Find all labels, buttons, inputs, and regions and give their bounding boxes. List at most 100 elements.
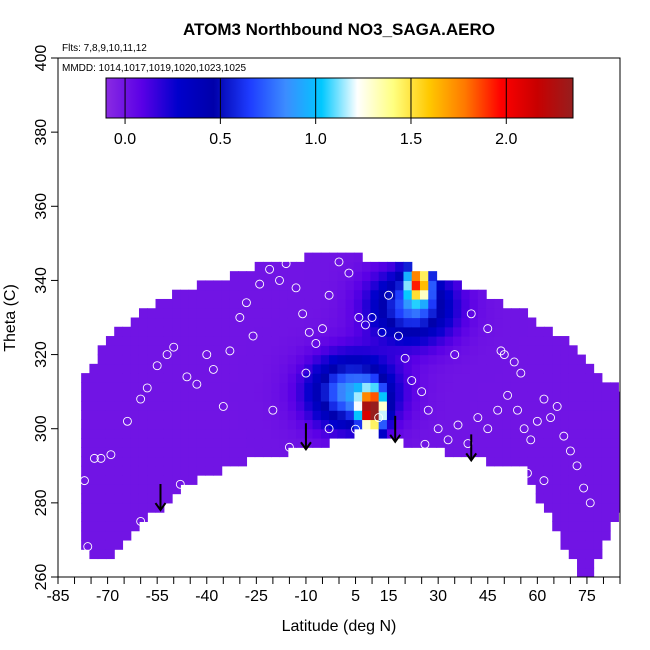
heat-cell: [461, 336, 471, 346]
heat-cell: [205, 456, 214, 467]
heat-cell: [296, 410, 305, 421]
heat-cell: [188, 289, 198, 300]
heat-cell: [221, 410, 231, 421]
heat-cell: [345, 336, 355, 346]
heat-cell: [89, 447, 99, 458]
heat-cell: [428, 419, 438, 430]
heat-cell: [238, 456, 248, 467]
heat-cell: [362, 317, 372, 328]
heat-cell: [535, 373, 545, 383]
heat-cell: [436, 437, 446, 448]
heat-cell: [89, 400, 99, 411]
heat-cell: [105, 475, 115, 485]
sample-point: [284, 442, 294, 452]
heat-cell: [172, 465, 181, 476]
sample-point: [122, 416, 132, 426]
heat-cell: [345, 317, 355, 328]
heat-cell: [403, 437, 413, 448]
heat-cell: [519, 410, 529, 421]
heat-cell: [560, 336, 570, 346]
heat-cell: [601, 521, 611, 532]
heat-cell: [105, 437, 115, 448]
heat-cell: [494, 354, 504, 365]
heat-cell: [138, 400, 148, 411]
heat-cell: [155, 391, 165, 402]
heat-cell: [279, 289, 289, 300]
heat-cell: [378, 289, 388, 300]
heat-cell: [519, 354, 529, 365]
heat-cell: [386, 308, 396, 319]
heat-cell: [163, 428, 173, 439]
heat-cell: [114, 428, 124, 439]
heat-cell: [411, 308, 421, 319]
sample-point: [182, 372, 192, 382]
heat-cell: [411, 280, 421, 291]
heat-cell: [386, 289, 396, 300]
heat-cell: [461, 308, 471, 319]
heat-cell: [386, 382, 396, 393]
heat-cell: [593, 465, 603, 476]
heat-cell: [89, 428, 99, 439]
heat-cell: [188, 373, 198, 383]
heat-cell: [510, 345, 520, 356]
heat-cell: [593, 502, 603, 513]
heat-cell: [147, 502, 157, 513]
heat-cell: [130, 391, 140, 402]
heat-cell: [395, 428, 405, 439]
heat-cell: [378, 428, 388, 439]
heat-cell: [262, 326, 272, 337]
heat-cell: [262, 428, 272, 439]
heat-cell: [502, 308, 512, 319]
heat-cell: [543, 363, 553, 374]
heat-cell: [444, 447, 454, 458]
heat-cell: [577, 549, 586, 560]
heat-cell: [601, 475, 611, 485]
heat-cell: [312, 271, 322, 282]
heat-cell: [403, 410, 413, 421]
heat-cell: [97, 465, 107, 476]
heat-cell: [329, 354, 338, 365]
heat-cell: [163, 336, 173, 346]
heat-cell: [610, 419, 619, 430]
heat-cell: [461, 428, 471, 439]
heat-cell: [453, 382, 462, 393]
heat-cell: [296, 308, 305, 319]
heat-cell: [213, 354, 223, 365]
heat-cell: [585, 549, 595, 560]
heat-cell: [130, 456, 140, 467]
heat-cell: [271, 391, 281, 402]
heat-cell: [585, 530, 595, 541]
heat-cell: [155, 298, 165, 309]
heat-cell: [89, 419, 99, 430]
heat-cell: [287, 317, 297, 328]
heat-cell: [238, 391, 248, 402]
heat-cell: [411, 400, 421, 411]
heat-cell: [320, 308, 330, 319]
heat-cell: [337, 373, 347, 383]
heat-cell: [287, 336, 297, 346]
heat-cell: [296, 363, 305, 374]
heat-cell: [172, 419, 181, 430]
heat-cell: [527, 456, 537, 467]
heat-cell: [155, 447, 165, 458]
heat-cell: [271, 308, 281, 319]
heat-cell: [543, 382, 553, 393]
heat-cell: [213, 373, 223, 383]
heat-cell: [105, 465, 115, 476]
heat-cell: [188, 410, 198, 421]
heat-cell: [287, 437, 297, 448]
heat-cell: [419, 354, 429, 365]
heat-cell: [494, 400, 504, 411]
heat-cell: [469, 373, 479, 383]
heat-cell: [353, 252, 363, 263]
heat-cell: [130, 410, 140, 421]
heat-cell: [593, 447, 603, 458]
sample-point: [572, 461, 582, 471]
heat-cell: [353, 298, 363, 309]
heat-cell: [395, 280, 405, 291]
x-tick-label: -55: [146, 588, 169, 605]
heat-cell: [180, 465, 190, 476]
heat-cell: [610, 447, 619, 458]
heat-cell: [486, 373, 495, 383]
heat-cell: [97, 447, 107, 458]
